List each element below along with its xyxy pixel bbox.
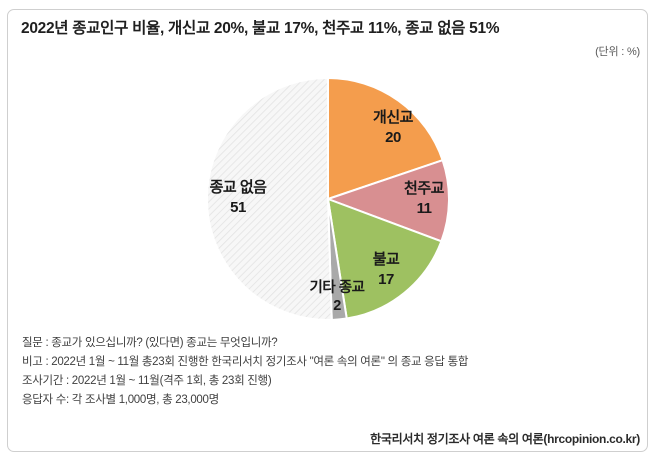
pie-slice-4	[205, 77, 333, 321]
pie-label-other-religion: 기타 종교 2	[310, 279, 365, 315]
pie-label-text: 불교	[372, 251, 400, 268]
note-question: 질문 : 종교가 있으십니까? (있다면) 종교는 무엇입니까?	[22, 337, 278, 349]
chart-title: 2022년 종교인구 비율, 개신교 20%, 불교 17%, 천주교 11%,…	[21, 20, 500, 37]
pie-label-value: 51	[230, 199, 246, 216]
pie-label-protestant: 개신교 20	[373, 108, 413, 148]
pie-label-text: 천주교	[404, 180, 444, 197]
pie-label-text: 기타 종교	[309, 280, 365, 296]
pie-label-catholic: 천주교 11	[404, 179, 444, 219]
pie-label-no-religion: 종교 없음 51	[210, 178, 267, 218]
pie-label-buddhist: 불교 17	[373, 250, 400, 290]
pie-slice-0	[327, 77, 444, 200]
pie-slice-2	[327, 198, 443, 320]
survey-notes: 질문 : 종교가 있으십니까? (있다면) 종교는 무엇입니까? 비고 : 20…	[22, 334, 468, 410]
note-remark: 비고 : 2022년 1월 ~ 11월 총23회 진행한 한국리서치 정기조사 …	[22, 356, 469, 368]
source-credit: 한국리서치 정기조사 여론 속의 여론(hrcopinion.co.kr)	[370, 432, 640, 446]
pie-label-value: 17	[378, 271, 394, 288]
pie-label-text: 종교 없음	[209, 179, 267, 196]
note-respondents: 응답자 수: 각 조사별 1,000명, 총 23,000명	[22, 394, 219, 406]
pie-slice-1	[327, 159, 450, 243]
unit-label: (단위 : %)	[595, 46, 640, 58]
pie-label-value: 2	[333, 298, 341, 314]
pie-label-value: 20	[385, 129, 401, 146]
pie-label-text: 개신교	[373, 109, 413, 126]
note-period: 조사기간 : 2022년 1월 ~ 11월(격주 1회, 총 23회 진행)	[22, 375, 272, 387]
pie-label-value: 11	[416, 200, 432, 217]
